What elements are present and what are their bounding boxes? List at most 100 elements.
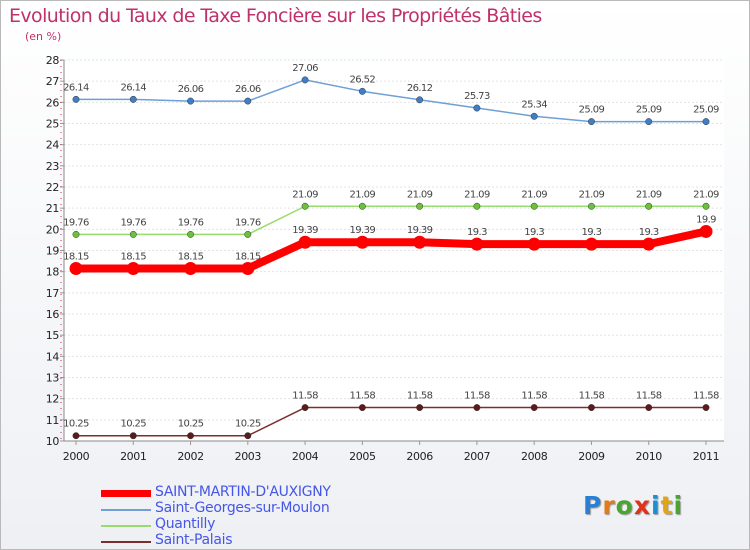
data-point	[358, 202, 366, 210]
data-point	[699, 224, 713, 238]
y-tick-label: 18	[46, 266, 60, 279]
series-line	[76, 227, 707, 273]
data-label: 19.76	[120, 217, 146, 228]
data-point	[530, 404, 538, 412]
data-label: 21.09	[579, 189, 605, 200]
y-tick-label: 27	[46, 75, 60, 88]
x-tick-label: 2000	[63, 450, 90, 463]
data-point	[588, 118, 595, 126]
data-label: 19.3	[467, 227, 487, 238]
data-point	[187, 97, 194, 105]
legend-label: SAINT-MARTIN-D'AUXIGNY	[155, 484, 331, 500]
legend-swatch	[101, 509, 151, 511]
series-line	[76, 79, 706, 123]
data-label: 19.39	[350, 225, 376, 236]
data-point	[473, 202, 481, 210]
x-tick-label: 2004	[292, 450, 319, 463]
data-label: 26.12	[407, 83, 433, 94]
data-label: 11.58	[521, 391, 547, 402]
data-point	[358, 87, 366, 95]
data-label: 21.09	[350, 189, 376, 200]
data-point	[72, 95, 80, 103]
y-tick-label: 21	[46, 202, 59, 215]
y-tick-label: 12	[46, 393, 59, 406]
y-tick-label: 22	[46, 181, 59, 194]
data-point	[301, 404, 309, 412]
x-tick-label: 2010	[636, 450, 663, 463]
data-label: 19.39	[292, 225, 318, 236]
data-label: 19.76	[63, 217, 89, 228]
series-line	[76, 406, 706, 437]
data-label: 25.73	[464, 91, 490, 102]
data-label: 25.09	[636, 105, 662, 116]
data-point	[72, 230, 80, 238]
data-point	[702, 404, 710, 412]
data-point	[241, 261, 255, 275]
proxiti-logo: Proxiti	[583, 491, 684, 520]
x-tick-label: 2001	[120, 450, 146, 463]
data-label: 21.09	[636, 189, 662, 200]
x-tick-label: 2005	[349, 450, 376, 463]
data-point	[530, 112, 538, 120]
y-tick-label: 26	[46, 96, 60, 109]
data-label: 18.15	[63, 251, 89, 262]
data-label: 11.58	[292, 391, 318, 402]
legend-swatch	[101, 525, 151, 527]
data-point	[244, 432, 252, 440]
legend-label: Saint-Palais	[155, 532, 233, 548]
data-label: 11.58	[636, 391, 662, 402]
data-label: 26.14	[63, 82, 89, 93]
data-label: 10.25	[178, 419, 204, 430]
data-label: 21.09	[693, 189, 719, 200]
data-label: 21.09	[407, 189, 433, 200]
legend-swatch	[101, 541, 151, 543]
data-point	[129, 432, 137, 440]
y-tick-label: 28	[46, 54, 60, 67]
data-label: 11.58	[693, 391, 719, 402]
x-tick-label: 2002	[177, 450, 203, 463]
data-point	[645, 404, 653, 412]
data-point	[72, 432, 80, 440]
y-tick-label: 11	[46, 414, 59, 427]
data-point	[527, 237, 541, 251]
data-label: 19.3	[524, 227, 544, 238]
data-label: 11.58	[464, 391, 490, 402]
data-point	[301, 202, 309, 210]
data-point	[470, 237, 484, 251]
y-tick-label: 10	[46, 435, 60, 448]
data-label: 18.15	[235, 251, 261, 262]
data-point	[184, 261, 198, 275]
data-point	[187, 230, 194, 238]
data-label: 26.52	[350, 74, 376, 85]
data-label: 25.09	[579, 105, 605, 116]
data-label: 19.39	[407, 225, 433, 236]
data-label: 11.58	[407, 391, 433, 402]
y-tick-label: 14	[46, 350, 60, 363]
data-point	[69, 261, 83, 275]
data-label: 11.58	[579, 391, 605, 402]
y-tick-label: 20	[46, 223, 60, 236]
x-tick-label: 2003	[235, 450, 262, 463]
data-point	[416, 96, 424, 104]
data-label: 19.3	[582, 227, 602, 238]
data-point	[358, 404, 366, 412]
data-point	[642, 237, 656, 251]
data-label: 26.06	[178, 84, 204, 95]
data-point	[129, 230, 137, 238]
data-label: 26.14	[120, 82, 146, 93]
data-point	[244, 97, 252, 105]
x-tick-label: 2011	[693, 450, 719, 463]
y-tick-label: 23	[46, 160, 60, 173]
data-point	[187, 432, 194, 440]
data-point	[473, 104, 481, 112]
data-point	[129, 95, 137, 103]
data-label: 10.25	[120, 419, 146, 430]
legend-label: Saint-Georges-sur-Moulon	[155, 500, 330, 516]
data-label: 27.06	[292, 63, 318, 74]
data-point	[530, 202, 538, 210]
data-point	[588, 202, 595, 210]
data-point	[126, 261, 140, 275]
data-point	[584, 237, 598, 251]
